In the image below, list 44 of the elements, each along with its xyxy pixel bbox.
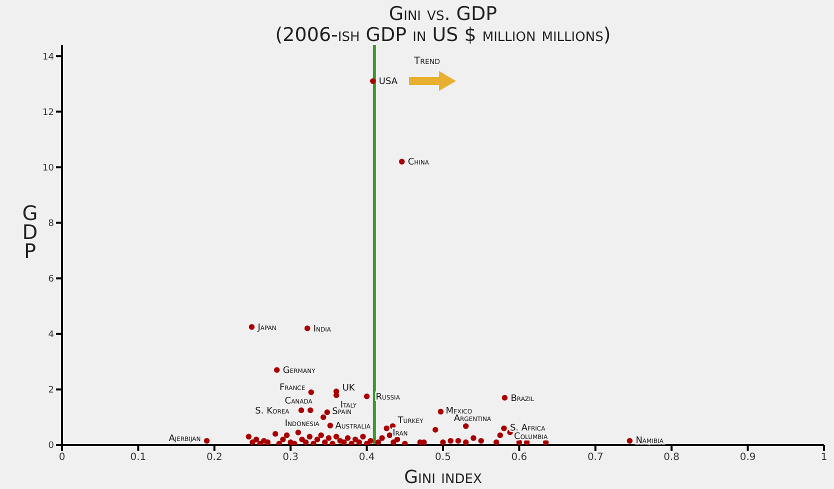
annotation: Columbia	[514, 432, 549, 442]
y-tick-label: 4	[48, 330, 54, 340]
x-axis-title: Gini index	[404, 467, 482, 488]
annotation: India	[313, 324, 332, 334]
y-tick-label: 12	[42, 108, 54, 118]
x-tick-label: 0	[58, 452, 66, 464]
annotation: Indonesia	[284, 419, 320, 430]
annotation: USA	[378, 77, 398, 88]
y-tick-label: 10	[42, 163, 54, 174]
x-tick-label: 0.2	[206, 452, 222, 464]
annotation: France	[279, 383, 306, 394]
x-tick-label: 0.9	[740, 452, 756, 464]
y-tick-label: 8	[48, 218, 54, 229]
annotation: Ajerbijan	[168, 434, 201, 444]
annotation: Argentina	[454, 414, 492, 424]
annotation: Russia	[376, 392, 401, 402]
x-tick-label: 1	[820, 452, 828, 464]
x-tick-label: 0.4	[358, 452, 375, 464]
y-tick-label: 14	[42, 52, 54, 62]
annotation: China	[408, 158, 430, 168]
annotation: Namibia	[636, 436, 664, 446]
x-tick-label: 0.5	[435, 452, 451, 464]
annotation: Brazil	[510, 394, 535, 404]
annotation: S. Korea	[255, 406, 290, 416]
x-tick-label: 0.6	[511, 452, 528, 464]
annotation: Iran	[392, 428, 408, 438]
x-tick-label: 0.3	[282, 452, 299, 464]
x-tick-label: 0.7	[587, 452, 604, 464]
y-tick-label: 0	[48, 441, 54, 452]
annotation: Canada	[284, 396, 314, 406]
annotation: Germany	[282, 366, 316, 376]
annotation: UK	[342, 383, 356, 394]
annotation: Australia	[335, 422, 372, 432]
annotation: Trend	[414, 56, 440, 67]
y-axis-title: GDP	[22, 201, 38, 263]
x-tick-label: 0.8	[664, 452, 680, 464]
y-tick-label: 6	[48, 274, 54, 285]
y-tick-label: 2	[48, 386, 54, 396]
annotation: S. Africa	[510, 423, 546, 434]
x-tick-label: 0.1	[130, 452, 146, 464]
chart-subtitle: (2006-ish GDP in US $ million millions)	[274, 24, 612, 46]
annotation: Turkey	[396, 416, 424, 426]
annotation: Japan	[256, 322, 276, 333]
chart-title: Gini vs. GDP	[388, 3, 498, 25]
